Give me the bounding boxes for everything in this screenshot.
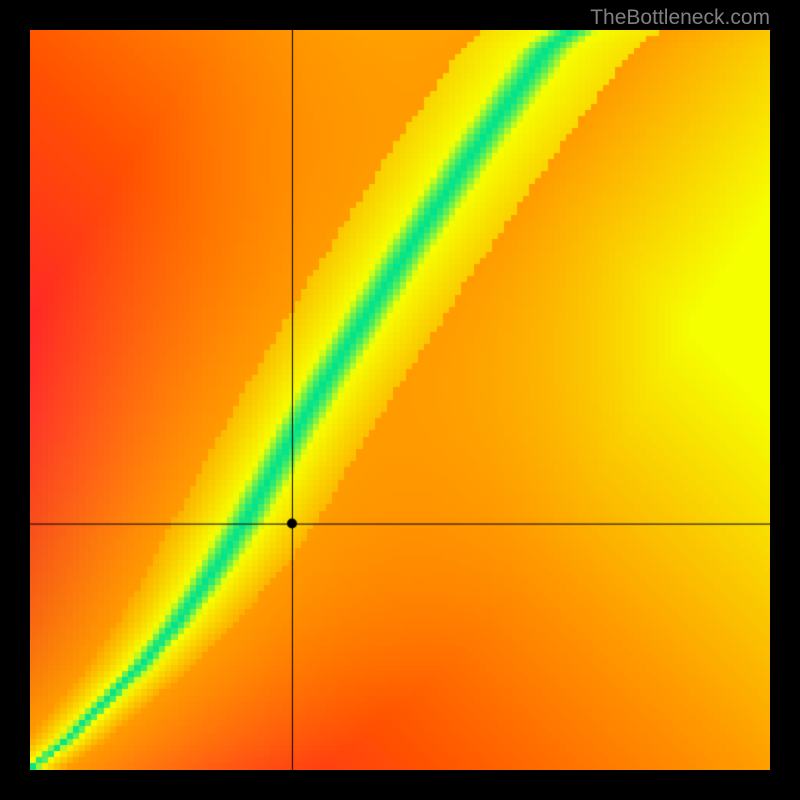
heatmap-canvas — [30, 30, 770, 770]
watermark-text: TheBottleneck.com — [590, 6, 770, 30]
heatmap-plot — [30, 30, 770, 770]
